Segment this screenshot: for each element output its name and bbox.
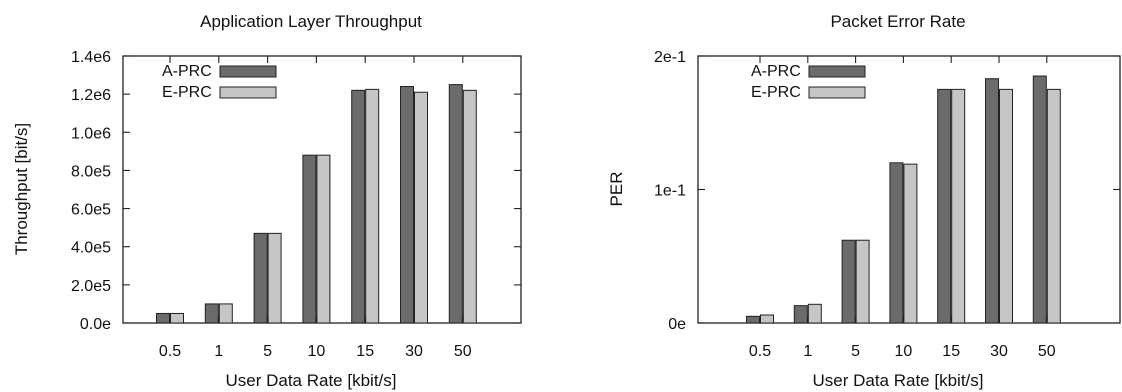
y-tick-label: 0.0e [80,316,111,333]
x-tick-label: 5 [263,343,272,360]
bar-e-prc [855,239,870,324]
y-axis-label: PER [607,172,626,207]
bar-e-prc [951,88,966,324]
bar-a-prc [985,78,999,324]
y-tick-label: 2.0e5 [71,278,111,295]
bar-e-prc [218,303,233,324]
bar-a-prc [400,86,414,324]
bar-a-prc [253,232,268,324]
x-tick-label: 0.5 [159,343,181,360]
legend-label: A-PRC [162,63,212,80]
x-tick-label: 30 [405,343,423,360]
bars [156,84,477,324]
x-tick-label: 30 [990,343,1008,360]
y-axis: 0e 1e-1 2e-1 [654,49,1120,333]
bar-a-prc [937,88,952,324]
y-tick-label: 8.0e5 [71,163,111,180]
bar-e-prc [316,154,331,324]
bar-e-prc [365,88,380,324]
bar-e-prc [903,163,918,324]
y-tick-label: 1.4e6 [71,49,111,66]
bar-e-prc [170,312,184,324]
y-tick-label: 2e-1 [654,49,686,66]
x-tick-label: 1 [803,343,812,360]
bar-a-prc [302,154,317,324]
bar-e-prc [760,314,774,324]
bar-a-prc [448,84,463,324]
legend-swatch [808,86,866,99]
throughput-chart: Application Layer Throughput 0.0e 2.0e5 4.… [12,12,522,390]
x-tick-label: 1 [214,343,223,360]
bar-e-prc [462,89,477,324]
bar-e-prc [807,303,822,324]
legend-label: A-PRC [751,63,801,80]
x-tick-label: 15 [942,343,960,360]
y-tick-label: 1.0e6 [71,125,111,142]
legend-label: E-PRC [162,84,212,101]
x-tick-label: 15 [356,343,374,360]
y-tick-label: 0e [668,316,686,333]
bar-a-prc [204,303,219,324]
bar-e-prc [999,88,1013,324]
bar-a-prc [156,312,170,324]
legend: A-PRC E-PRC [162,63,277,101]
y-tick-label: 1e-1 [654,183,686,200]
legend: A-PRC E-PRC [751,63,866,101]
legend-label: E-PRC [751,84,801,101]
x-axis: 0.5 1 5 10 15 30 50 [159,56,472,360]
bar-a-prc [841,239,856,324]
x-tick-label: 5 [851,343,860,360]
x-tick-label: 10 [895,343,913,360]
y-axis: 0.0e 2.0e5 4.0e5 6.0e5 8.0e5 1.0e6 1.2e6 1.4e6 [71,49,521,333]
x-tick-label: 50 [1038,343,1056,360]
bar-e-prc [414,91,428,324]
x-axis-label: User Data Rate [kbit/s] [812,371,983,390]
legend-swatch [219,65,277,78]
legend-swatch [808,65,866,78]
x-tick-label: 10 [308,343,326,360]
y-tick-label: 6.0e5 [71,202,111,219]
legend-swatch [219,86,277,99]
chart-title: Application Layer Throughput [200,12,422,31]
x-tick-label: 50 [454,343,472,360]
bar-a-prc [793,305,808,324]
bar-a-prc [889,162,904,324]
bars [746,75,1061,324]
bar-e-prc [267,232,282,324]
bar-a-prc [746,315,760,324]
bar-a-prc [351,89,366,324]
chart-title: Packet Error Rate [830,12,965,31]
y-axis-label: Throughput [bit/s] [12,123,31,255]
y-tick-label: 4.0e5 [71,240,111,257]
x-tick-label: 0.5 [749,343,771,360]
bar-a-prc [1032,75,1047,324]
x-axis-label: User Data Rate [kbit/s] [225,371,396,390]
y-tick-label: 1.2e6 [71,87,111,104]
bar-e-prc [1046,88,1061,324]
